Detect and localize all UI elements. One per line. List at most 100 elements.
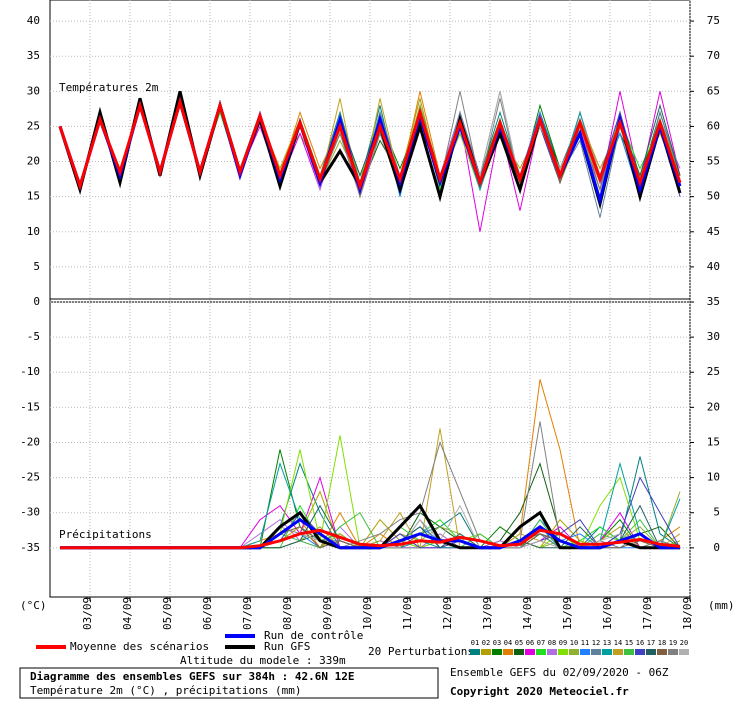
legend-swatch bbox=[657, 649, 667, 655]
x-tick-label: 10/09 bbox=[361, 597, 374, 630]
legend-swatch bbox=[558, 649, 568, 655]
legend-label: 12 bbox=[592, 639, 600, 647]
y2-tick-label: 0 bbox=[713, 541, 720, 554]
x-tick-label: 04/09 bbox=[121, 597, 134, 630]
y-axis-label: Températures 2m bbox=[59, 81, 159, 94]
legend-swatch bbox=[481, 649, 491, 655]
legend-label: 14 bbox=[614, 639, 622, 647]
y-tick-label: 40 bbox=[27, 14, 40, 27]
run-info: Ensemble GEFS du 02/09/2020 - 06Z bbox=[450, 666, 669, 679]
legend-swatch bbox=[646, 649, 656, 655]
legend-label: Run de contrôle bbox=[264, 629, 363, 642]
y-tick-label: 30 bbox=[27, 84, 40, 97]
y-tick-label: -10 bbox=[20, 365, 40, 378]
legend-label: 15 bbox=[625, 639, 633, 647]
precipitation-line bbox=[60, 528, 681, 550]
title-box bbox=[19, 667, 439, 699]
x-tick-label: 18/09 bbox=[681, 597, 694, 630]
y2-tick-label: 20 bbox=[707, 400, 720, 413]
legend-label: 17 bbox=[647, 639, 655, 647]
legend-swatch bbox=[679, 649, 689, 655]
y-tick-label: -20 bbox=[20, 435, 40, 448]
legend-label: 02 bbox=[482, 639, 490, 647]
legend-swatch bbox=[569, 649, 579, 655]
copyright: Copyright 2020 Meteociel.fr bbox=[450, 685, 629, 698]
y2-tick-label: 65 bbox=[707, 84, 720, 97]
y-tick-label: -30 bbox=[20, 506, 40, 519]
legend-label: Run GFS bbox=[264, 640, 310, 653]
legend-label: 05 bbox=[515, 639, 523, 647]
legend-label: 10 bbox=[570, 639, 578, 647]
legend-label: 16 bbox=[636, 639, 644, 647]
legend-swatch bbox=[591, 649, 601, 655]
y2-tick-label: 15 bbox=[707, 435, 720, 448]
y-unit: (°C) bbox=[20, 599, 47, 612]
y2-tick-label: 10 bbox=[707, 471, 720, 484]
y2-axis-label: Précipitations bbox=[59, 528, 152, 541]
y-tick-label: -5 bbox=[27, 330, 40, 343]
legend-swatch bbox=[547, 649, 557, 655]
x-tick-label: 17/09 bbox=[641, 597, 654, 630]
x-tick-label: 11/09 bbox=[401, 597, 414, 630]
y2-tick-label: 5 bbox=[713, 506, 720, 519]
y2-tick-label: 25 bbox=[707, 365, 720, 378]
y-tick-label: -25 bbox=[20, 471, 40, 484]
x-tick-label: 08/09 bbox=[281, 597, 294, 630]
legend-label: 06 bbox=[526, 639, 534, 647]
x-tick-label: 06/09 bbox=[201, 597, 214, 630]
y-tick-label: -15 bbox=[20, 400, 40, 413]
legend-swatch bbox=[525, 649, 535, 655]
y2-tick-label: 50 bbox=[707, 190, 720, 203]
legend-swatch bbox=[668, 649, 678, 655]
y-tick-label: 20 bbox=[27, 155, 40, 168]
y-tick-label: 25 bbox=[27, 119, 40, 132]
legend-label: 04 bbox=[504, 639, 512, 647]
legend-label: 09 bbox=[559, 639, 567, 647]
legend-label: Moyenne des scénarios bbox=[70, 640, 209, 653]
legend-swatch bbox=[514, 649, 524, 655]
y-tick-label: -35 bbox=[20, 541, 40, 554]
y2-tick-label: 30 bbox=[707, 330, 720, 343]
y-tick-label: 35 bbox=[27, 49, 40, 62]
y2-tick-label: 70 bbox=[707, 49, 720, 62]
legend-label: 08 bbox=[548, 639, 556, 647]
x-tick-label: 09/09 bbox=[321, 597, 334, 630]
legend-label: 19 bbox=[669, 639, 677, 647]
y2-tick-label: 40 bbox=[707, 260, 720, 273]
legend-swatch bbox=[503, 649, 513, 655]
legend-swatch bbox=[470, 649, 480, 655]
chart-title: Diagramme des ensembles GEFS sur 384h : … bbox=[30, 670, 355, 683]
y-tick-label: 15 bbox=[27, 190, 40, 203]
chart-subtitle: Température 2m (°C) , précipitations (mm… bbox=[30, 684, 302, 697]
altitude: Altitude du modele : 339m bbox=[180, 654, 346, 667]
legend-swatch bbox=[580, 649, 590, 655]
y-tick-label: 10 bbox=[27, 225, 40, 238]
y2-tick-label: 35 bbox=[707, 295, 720, 308]
legend-swatch bbox=[602, 649, 612, 655]
x-tick-label: 14/09 bbox=[521, 597, 534, 630]
legend-label: 20 bbox=[680, 639, 688, 647]
legend-label: 11 bbox=[581, 639, 589, 647]
legend-swatch bbox=[492, 649, 502, 655]
legend-swatch bbox=[536, 649, 546, 655]
legend-label: 18 bbox=[658, 639, 666, 647]
legend-swatch bbox=[635, 649, 645, 655]
legend-swatch bbox=[613, 649, 623, 655]
y2-unit: (mm) bbox=[708, 599, 735, 612]
y2-tick-label: 45 bbox=[707, 225, 720, 238]
x-tick-label: 07/09 bbox=[241, 597, 254, 630]
y2-tick-label: 55 bbox=[707, 155, 720, 168]
legend-label: 01 bbox=[471, 639, 479, 647]
y2-tick-label: 60 bbox=[707, 119, 720, 132]
y-tick-label: 0 bbox=[33, 295, 40, 308]
legend-label: 07 bbox=[537, 639, 545, 647]
legend-swatch bbox=[624, 649, 634, 655]
x-tick-label: 12/09 bbox=[441, 597, 454, 630]
temperature-line bbox=[58, 96, 682, 192]
legend-label: 03 bbox=[493, 639, 501, 647]
x-tick-label: 16/09 bbox=[601, 597, 614, 630]
y2-tick-label: 75 bbox=[707, 14, 720, 27]
legend-label: 13 bbox=[603, 639, 611, 647]
x-tick-label: 05/09 bbox=[161, 597, 174, 630]
